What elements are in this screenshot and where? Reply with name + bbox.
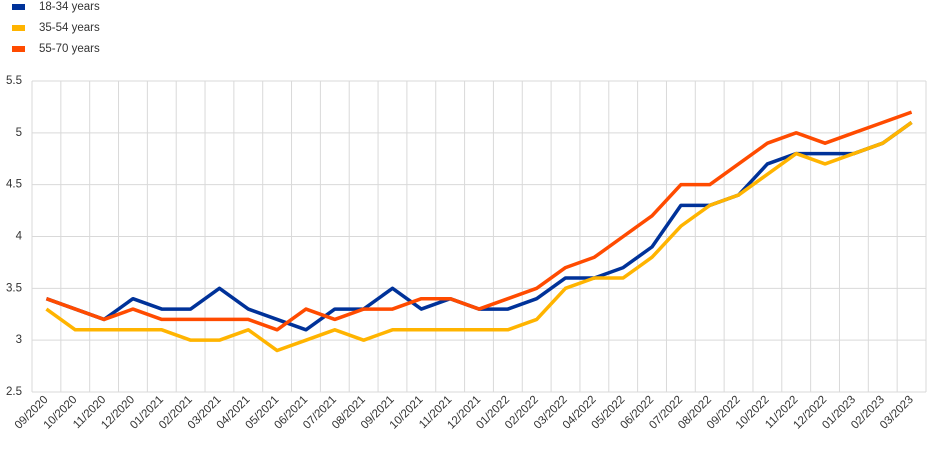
legend-swatch [12,4,25,10]
y-tick-label: 3.5 [6,282,22,294]
y-tick-label: 5.5 [6,75,22,87]
legend-label: 35-54 years [39,22,100,34]
legend-label: 55-70 years [39,43,100,55]
y-tick-label: 5 [16,127,22,139]
line-series [45,121,913,353]
y-tick-label: 3 [16,334,22,346]
legend-swatch [12,46,25,52]
line-series [45,110,913,332]
y-tick-label: 4 [16,231,23,243]
legend-label: 18-34 years [39,1,100,13]
y-tick-label: 2.5 [6,386,22,398]
y-tick-label: 4.5 [6,179,22,191]
legend-swatch [12,25,25,31]
